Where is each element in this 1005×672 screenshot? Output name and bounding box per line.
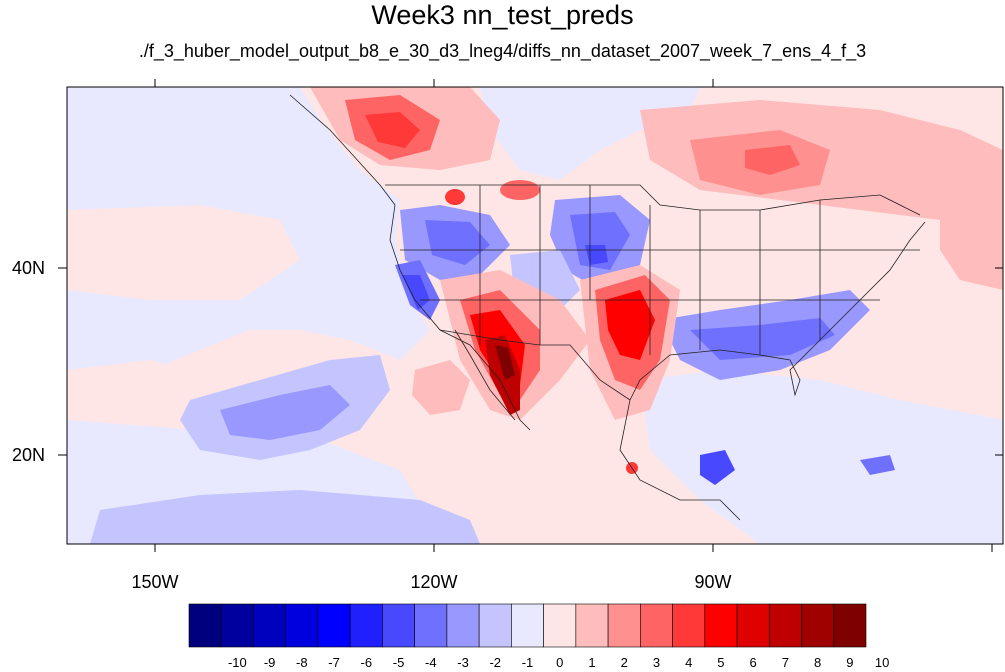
pink-region-far-east — [940, 195, 1003, 290]
colorbar-tick-label: -5 — [392, 655, 405, 670]
colorbar-tick-label: 10 — [874, 655, 890, 670]
colorbar — [188, 603, 867, 648]
baja-coast-line — [454, 329, 516, 421]
colorbar-swatch — [220, 603, 254, 648]
colorbar-swatch — [575, 603, 609, 648]
colorbar-tick-label: -10 — [227, 655, 247, 670]
colorbar-tick-label: 1 — [588, 655, 596, 670]
colorbar-tick-label: 3 — [652, 655, 661, 670]
darkest-red-region-baja — [495, 345, 515, 380]
coastlines — [289, 94, 926, 521]
red-dot-idaho — [445, 189, 465, 205]
blue-region-southeast-core — [690, 318, 835, 360]
lon-label-90w: 90W — [694, 572, 732, 592]
colorbar-swatch — [253, 603, 287, 648]
map-title: Week3 nn_test_preds — [371, 0, 634, 30]
colorbar-swatch — [414, 603, 448, 648]
pale-pink-patch-2 — [67, 360, 200, 405]
blue-region-northwest-core — [425, 220, 490, 265]
blue-region-gulf-small — [700, 450, 735, 485]
lon-label-120w: 120W — [410, 572, 458, 592]
lat-label-40n: 40N — [12, 258, 46, 278]
colorbar-swatch — [833, 603, 867, 648]
colorbar-swatch — [801, 603, 835, 648]
colorbar-swatch — [704, 603, 738, 648]
colorbar-swatch — [607, 603, 641, 648]
colorbar-tick-label: -4 — [425, 655, 437, 670]
colorbar-swatch — [446, 603, 480, 648]
colorbar-tick-label: -1 — [521, 655, 534, 670]
colorbar-tick-label: 2 — [620, 655, 628, 670]
map-frame — [66, 86, 1004, 545]
red-dot-montana — [500, 180, 540, 200]
colorbar-swatch — [478, 603, 512, 648]
colorbar-swatch — [317, 603, 351, 648]
colorbar-tick-label: 6 — [749, 655, 757, 670]
colorbar-swatch — [511, 603, 544, 648]
colorbar-swatch — [768, 603, 802, 648]
colorbar-swatch — [285, 603, 319, 648]
colorbar-swatch — [188, 603, 222, 648]
colorbar-swatch — [543, 603, 577, 648]
colorbar-tick-label: 7 — [781, 655, 789, 670]
latitude-ticks — [58, 267, 1003, 456]
pale-blue-region-gulf — [640, 370, 1003, 544]
map-subtitle: ./f_3_huber_model_output_b8_e_30_d3_lneg… — [138, 41, 867, 61]
colorbar-tick-label: -7 — [328, 655, 340, 670]
colorbar-tick-label: -3 — [457, 655, 469, 670]
darker-red-canada-east — [745, 145, 800, 175]
colorbar-swatch — [640, 603, 673, 648]
mexico-coast-line — [619, 399, 741, 521]
light-blue-band-south — [90, 490, 480, 544]
west-coast-line — [289, 94, 531, 431]
dark-red-region-canada-west — [365, 112, 420, 148]
anomaly-field — [67, 87, 1003, 544]
colorbar-tick-label: -9 — [263, 655, 276, 670]
colorbar-tick-label: 9 — [846, 655, 854, 670]
us-mexico-border — [439, 329, 631, 401]
colorbar-tick-label: -2 — [489, 655, 502, 670]
us-canada-border — [385, 184, 921, 216]
mid-blue-band-pacific — [220, 385, 350, 440]
colorbar-tick-label: 5 — [717, 655, 725, 670]
colorbar-tick-label: 8 — [814, 655, 822, 670]
colorbar-swatch — [672, 603, 706, 648]
pink-patch-pacific — [412, 360, 470, 415]
pale-pink-patch-1 — [67, 205, 300, 300]
lon-label-150w: 150W — [131, 572, 179, 592]
lat-label-20n: 20N — [12, 445, 46, 465]
blue-region-california-core — [402, 275, 430, 310]
colorbar-tick-label: -6 — [360, 655, 373, 670]
colorbar-swatch — [736, 603, 770, 648]
colorbar-swatch — [349, 603, 383, 648]
colorbar-tick-label: -8 — [296, 655, 308, 670]
colorbar-tick-label: 0 — [556, 655, 564, 670]
deep-red-region-baja — [485, 335, 520, 415]
colorbar-swatch — [382, 603, 415, 648]
dark-red-region-texas — [605, 290, 655, 360]
gulf-coast-line — [629, 221, 926, 401]
blue-region-caribbean — [860, 455, 895, 475]
colorbar-tick-label: 4 — [685, 655, 693, 670]
blue-region-plains-core — [570, 212, 630, 270]
longitude-ticks — [154, 79, 993, 552]
